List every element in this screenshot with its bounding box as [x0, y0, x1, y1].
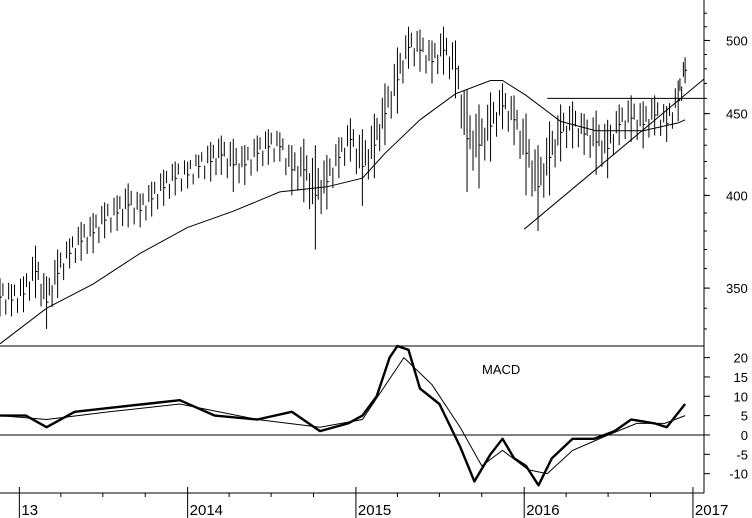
macd-y-tick-label: -5 [736, 447, 748, 462]
price-y-axis: 500 450 400 350 [704, 12, 748, 330]
macd-panel: MACD 20 15 10 5 0 -5 -10 [0, 344, 748, 487]
macd-y-tick-label: 5 [741, 409, 748, 424]
macd-label: MACD [482, 362, 520, 377]
macd-y-tick-label: 10 [734, 389, 748, 404]
price-y-tick-label: 500 [726, 33, 748, 48]
x-tick-label: 13 [21, 502, 38, 518]
macd-line [0, 344, 687, 487]
x-tick-label: 2017 [695, 502, 728, 518]
price-panel: 500 450 400 350 [0, 12, 748, 345]
x-tick-label: 2014 [190, 502, 223, 518]
moving-average-line [0, 80, 686, 345]
price-y-tick-label: 400 [726, 188, 748, 203]
price-bars [0, 26, 688, 329]
x-axis: 13 2014 2015 2016 2017 [18, 487, 728, 518]
macd-y-tick-label: 20 [734, 351, 748, 366]
macd-y-tick-label: 15 [734, 370, 748, 385]
macd-y-tick-label: 0 [741, 428, 748, 443]
x-tick-label: 2015 [358, 502, 391, 518]
price-y-tick-label: 450 [726, 107, 748, 122]
rising-trendline [523, 78, 705, 230]
x-tick-label: 2016 [526, 502, 559, 518]
macd-y-axis: 20 15 10 5 0 -5 -10 [704, 351, 748, 482]
price-y-tick-label: 350 [726, 281, 748, 296]
macd-y-tick-label: -10 [729, 467, 748, 482]
